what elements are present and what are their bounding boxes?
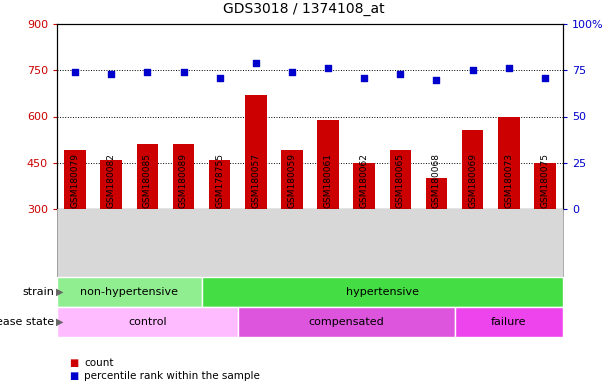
- Bar: [426, 178, 447, 209]
- Text: ■: ■: [69, 358, 78, 368]
- Text: strain: strain: [22, 287, 54, 297]
- Bar: [353, 163, 375, 209]
- Point: [215, 74, 224, 81]
- Bar: [137, 144, 158, 209]
- Point: [287, 69, 297, 75]
- Bar: [390, 151, 411, 209]
- Bar: [455, 307, 563, 337]
- Point: [179, 69, 188, 75]
- Point: [540, 74, 550, 81]
- Text: ■: ■: [69, 371, 78, 381]
- Bar: [100, 160, 122, 209]
- Text: ▶: ▶: [57, 287, 64, 297]
- Point: [142, 69, 152, 75]
- Point: [70, 69, 80, 75]
- Bar: [209, 160, 230, 209]
- Text: compensated: compensated: [308, 317, 384, 327]
- Text: count: count: [85, 358, 114, 368]
- Bar: [317, 119, 339, 209]
- Point: [395, 71, 405, 77]
- Bar: [462, 131, 483, 209]
- Bar: [281, 151, 303, 209]
- Bar: [238, 307, 455, 337]
- Text: failure: failure: [491, 317, 527, 327]
- Bar: [64, 151, 86, 209]
- Point: [323, 65, 333, 71]
- Bar: [498, 116, 520, 209]
- Text: hypertensive: hypertensive: [346, 287, 419, 297]
- Bar: [173, 144, 195, 209]
- Bar: [202, 277, 563, 307]
- Bar: [245, 95, 267, 209]
- Bar: [57, 277, 202, 307]
- Bar: [57, 307, 238, 337]
- Text: GDS3018 / 1374108_at: GDS3018 / 1374108_at: [223, 2, 385, 16]
- Point: [106, 71, 116, 77]
- Text: disease state: disease state: [0, 317, 54, 327]
- Bar: [534, 163, 556, 209]
- Point: [359, 74, 369, 81]
- Point: [432, 76, 441, 83]
- Text: control: control: [128, 317, 167, 327]
- Point: [468, 67, 477, 73]
- Text: non-hypertensive: non-hypertensive: [80, 287, 178, 297]
- Point: [504, 65, 514, 71]
- Point: [251, 60, 261, 66]
- Text: percentile rank within the sample: percentile rank within the sample: [85, 371, 260, 381]
- Text: ▶: ▶: [57, 317, 64, 327]
